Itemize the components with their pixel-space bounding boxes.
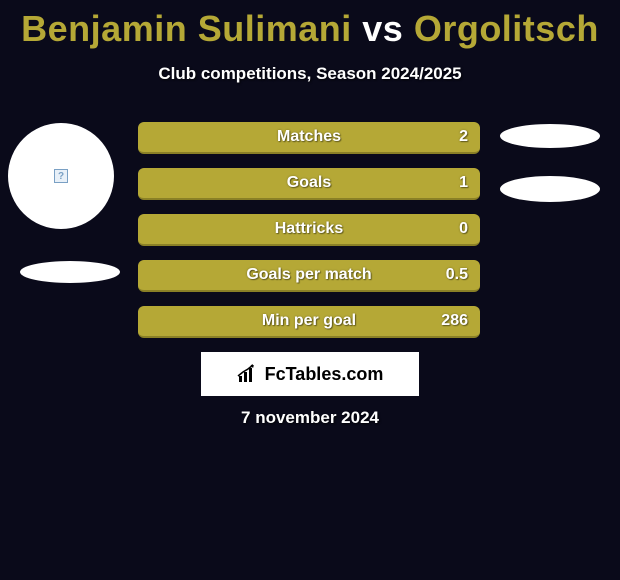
player2-shadow-1 [500, 124, 600, 148]
stat-bar: Goals 1 [138, 168, 480, 200]
player1-shadow [20, 261, 120, 283]
brand-text: FcTables.com [265, 364, 384, 385]
stat-label: Goals [287, 174, 331, 192]
subtitle: Club competitions, Season 2024/2025 [0, 64, 620, 84]
vs-text: vs [362, 8, 403, 49]
player2-name: Orgolitsch [414, 8, 599, 49]
player2-shadow-2 [500, 176, 600, 202]
stat-value: 2 [459, 128, 468, 146]
stat-bar: Matches 2 [138, 122, 480, 154]
stat-bars: Matches 2 Goals 1 Hattricks 0 Goals per … [138, 122, 480, 352]
stat-value: 286 [441, 312, 468, 330]
stat-value: 1 [459, 174, 468, 192]
brand-inner: FcTables.com [237, 364, 384, 385]
stat-bar: Hattricks 0 [138, 214, 480, 246]
stat-bar: Goals per match 0.5 [138, 260, 480, 292]
stat-label: Goals per match [246, 266, 371, 284]
stat-label: Matches [277, 128, 341, 146]
comparison-title: Benjamin Sulimani vs Orgolitsch [0, 0, 620, 50]
missing-image-icon: ? [54, 169, 68, 183]
bar-chart-icon [237, 364, 259, 384]
player1-avatar: ? [8, 123, 114, 229]
stat-value: 0.5 [446, 266, 468, 284]
stat-value: 0 [459, 220, 468, 238]
brand-badge: FcTables.com [201, 352, 419, 396]
stat-label: Min per goal [262, 312, 356, 330]
player1-name: Benjamin Sulimani [21, 8, 352, 49]
stat-bar: Min per goal 286 [138, 306, 480, 338]
stat-label: Hattricks [275, 220, 343, 238]
date-text: 7 november 2024 [0, 408, 620, 428]
